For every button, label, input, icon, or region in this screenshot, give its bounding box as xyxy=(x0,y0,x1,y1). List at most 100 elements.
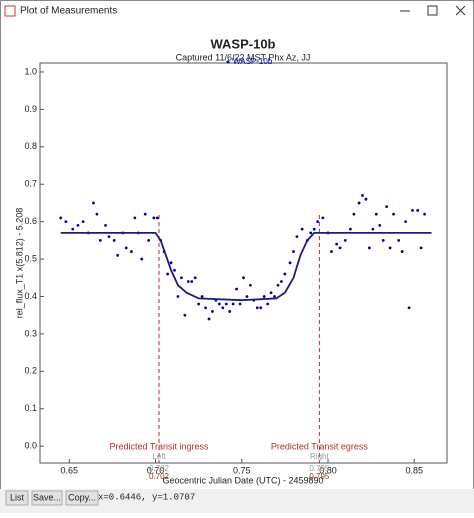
y-tick-label: 0.5 xyxy=(24,253,37,263)
plot-area xyxy=(39,62,448,464)
window-icon xyxy=(4,5,16,17)
data-point xyxy=(276,283,280,287)
data-point xyxy=(266,302,270,306)
x-tick-label: 0.70 xyxy=(147,465,165,475)
data-point xyxy=(197,302,201,306)
y-tick-label: 0.6 xyxy=(24,216,37,226)
data-point xyxy=(361,194,364,197)
data-point xyxy=(173,268,176,272)
data-point xyxy=(397,238,401,242)
x-tick-label: 0.85 xyxy=(405,465,423,475)
cursor-status: x=0.6446, y=1.0707 xyxy=(98,492,195,502)
button-label[interactable]: Copy... xyxy=(68,492,96,502)
data-point xyxy=(190,280,194,283)
data-point xyxy=(112,238,116,242)
y-tick-label: 0.7 xyxy=(24,179,37,189)
data-point xyxy=(419,246,423,250)
data-point xyxy=(200,295,204,298)
chart-subtitle: Captured 11/6/22 MST Phx Az, JJ xyxy=(176,52,311,62)
data-point xyxy=(155,216,159,220)
data-point xyxy=(404,220,408,224)
data-point xyxy=(423,212,426,216)
data-point xyxy=(330,250,333,253)
close-button[interactable] xyxy=(455,5,466,16)
data-point xyxy=(186,280,190,283)
data-point xyxy=(221,306,225,310)
data-point xyxy=(124,246,128,250)
button[interactable] xyxy=(31,490,63,506)
legend-marker xyxy=(226,60,230,64)
x-axis-label: Geocentric Julian Date (UTC) - 2459890 xyxy=(162,475,323,485)
marker-value: 0.702 xyxy=(149,472,170,481)
data-point xyxy=(352,212,356,216)
data-point xyxy=(130,250,133,253)
marker-label: Predicted Transit ingress xyxy=(109,441,209,451)
data-point xyxy=(245,295,249,298)
data-point xyxy=(59,216,63,220)
data-point xyxy=(248,283,252,287)
data-point xyxy=(312,227,316,231)
data-point xyxy=(385,205,389,209)
data-point xyxy=(262,295,266,298)
data-point xyxy=(92,201,95,205)
x-tick-label: 0.65 xyxy=(61,465,79,475)
data-point xyxy=(295,235,299,239)
data-point xyxy=(349,227,352,231)
data-point xyxy=(152,216,156,220)
data-point xyxy=(133,216,137,220)
y-tick-label: 0.2 xyxy=(24,366,37,376)
data-point xyxy=(107,235,111,239)
data-point xyxy=(381,238,385,242)
y-tick-label: 0.0 xyxy=(24,441,37,451)
data-point xyxy=(143,212,147,216)
data-point xyxy=(228,310,232,313)
y-tick-label: 0.3 xyxy=(24,328,37,338)
data-point xyxy=(207,317,211,321)
data-point xyxy=(180,276,183,280)
data-point xyxy=(273,295,276,298)
button-label[interactable]: Save... xyxy=(33,492,61,502)
legend-label: WASP-10b xyxy=(233,57,273,66)
data-point xyxy=(116,253,120,257)
data-point xyxy=(378,223,382,227)
data-point xyxy=(388,246,392,250)
x-tick-label: 0.75 xyxy=(233,465,251,475)
data-point xyxy=(309,231,313,235)
data-point xyxy=(416,209,420,212)
x-tick-label: 0.80 xyxy=(319,465,337,475)
y-tick-label: 1.0 xyxy=(24,66,37,76)
y-tick-label: 0.9 xyxy=(24,104,37,114)
data-point xyxy=(338,246,342,250)
data-point xyxy=(64,220,68,224)
data-point xyxy=(269,291,273,295)
data-point xyxy=(280,280,283,283)
data-point xyxy=(147,238,151,242)
model-line xyxy=(60,232,432,302)
marker-value-gray: 0.702 xyxy=(149,464,170,473)
data-point xyxy=(217,302,221,306)
data-point xyxy=(255,306,259,310)
marker-side: Right xyxy=(310,452,329,461)
button[interactable] xyxy=(65,490,99,506)
window-title: Plot of Measurements xyxy=(20,6,117,17)
data-point xyxy=(292,250,295,253)
data-point xyxy=(367,246,371,250)
data-point xyxy=(392,212,395,216)
data-point xyxy=(211,310,214,313)
data-point xyxy=(98,238,102,242)
y-tick-label: 0.4 xyxy=(24,291,37,301)
data-point xyxy=(335,242,339,246)
data-point xyxy=(183,313,187,317)
chart-title: WASP-10b xyxy=(210,36,275,51)
y-axis-label: rel_flux_T1 x(5.812) - 5.208 xyxy=(14,208,24,319)
data-point xyxy=(104,223,107,227)
data-point xyxy=(242,276,245,280)
data-point xyxy=(166,272,170,276)
button-label[interactable]: List xyxy=(10,492,25,502)
maximize-button[interactable] xyxy=(427,5,438,16)
data-point xyxy=(238,302,242,306)
data-point xyxy=(357,201,361,205)
button[interactable] xyxy=(5,490,29,506)
marker-value: 0.795 xyxy=(309,472,330,481)
y-tick-label: 0.1 xyxy=(24,403,37,413)
